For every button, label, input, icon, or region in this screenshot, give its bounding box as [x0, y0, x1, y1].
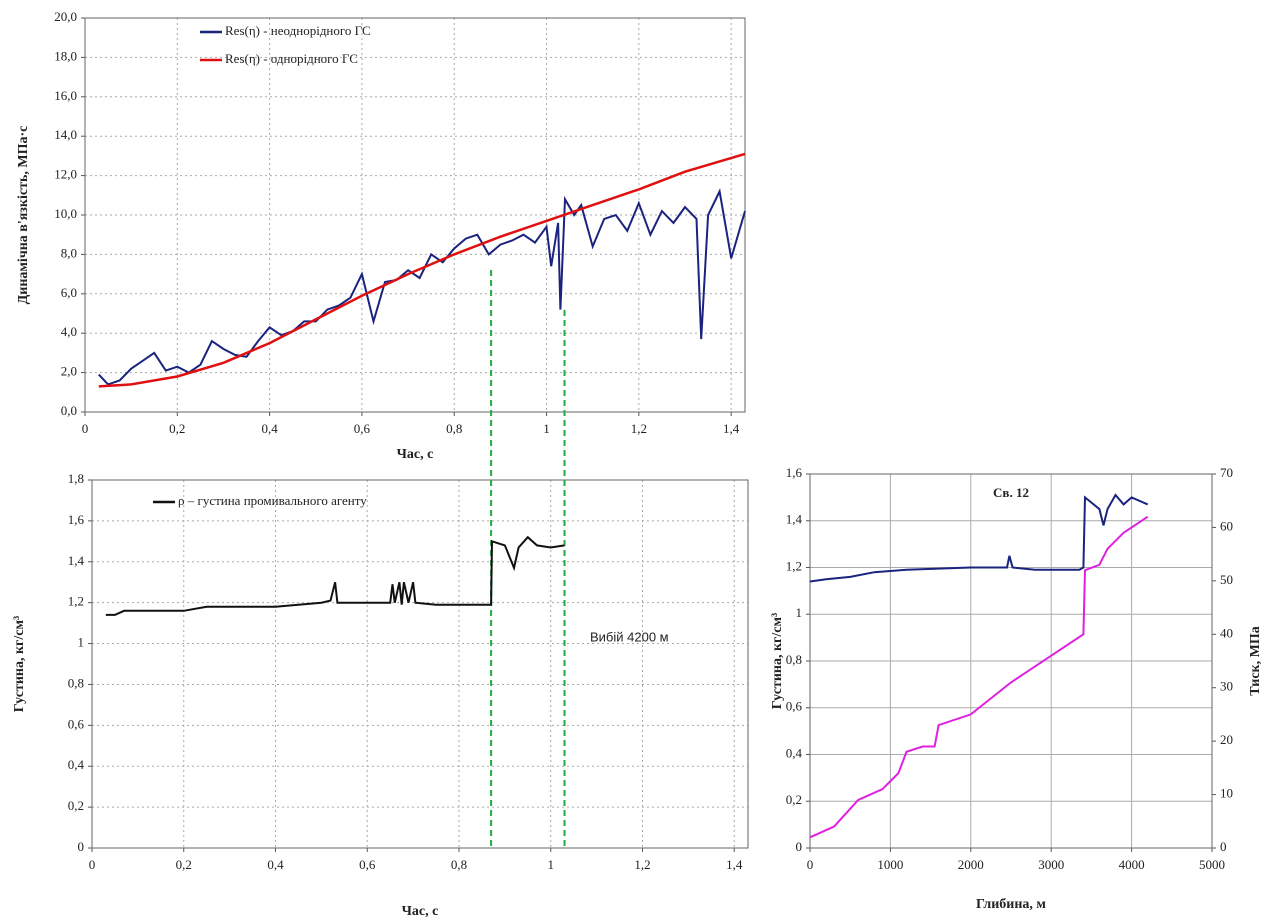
y-tick-label: 0,8 — [68, 675, 84, 690]
y-tick-label: 0,4 — [786, 745, 803, 760]
y-tick-label: 1 — [78, 635, 85, 650]
x-tick-label: 1,2 — [634, 857, 650, 872]
series-line — [98, 188, 746, 386]
y-tick-label: 1,8 — [68, 471, 84, 486]
y-tick-label: 0,6 — [786, 699, 803, 714]
series-line — [98, 152, 746, 388]
series-line — [809, 493, 1149, 583]
x-tick-label: 1,4 — [723, 421, 740, 436]
y-tick-label: 20,0 — [54, 9, 77, 24]
y-axis-title: Густина, кг/см³ — [770, 613, 785, 709]
y-tick-label: 1,4 — [786, 512, 803, 527]
x-axis-title: Час, с — [402, 904, 439, 919]
y-tick-label: 1,4 — [68, 553, 85, 568]
y-tick-label: 10,0 — [54, 206, 77, 221]
y-tick-label: 6,0 — [61, 285, 77, 300]
y-axis-title: Густина, кг/см³ — [12, 616, 27, 712]
y-tick-label: 0,2 — [786, 792, 802, 807]
x-tick-label: 0,6 — [359, 857, 376, 872]
x-axis-title: Глибина, м — [976, 897, 1046, 912]
y2-tick-label: 10 — [1220, 786, 1233, 801]
y-tick-label: 0,4 — [68, 757, 85, 772]
series-line — [105, 535, 565, 616]
x-tick-label: 5000 — [1199, 857, 1225, 872]
y-tick-label: 0,6 — [68, 716, 85, 731]
x-tick-label: 4000 — [1119, 857, 1145, 872]
y-tick-label: 1,2 — [786, 558, 802, 573]
x-tick-label: 2000 — [958, 857, 984, 872]
y-tick-label: 0,2 — [68, 798, 84, 813]
y2-tick-label: 70 — [1220, 465, 1233, 480]
y2-tick-label: 20 — [1220, 732, 1233, 747]
x-tick-label: 0,2 — [176, 857, 192, 872]
x-tick-label: 0,2 — [169, 421, 185, 436]
y-tick-label: 4,0 — [61, 324, 77, 339]
y2-tick-label: 0 — [1220, 839, 1227, 854]
legend-label: Res(η) - однорідного ГС — [225, 51, 358, 66]
y2-tick-label: 50 — [1220, 572, 1233, 587]
x-tick-label: 1 — [543, 421, 550, 436]
y-tick-label: 0,0 — [61, 403, 77, 418]
y2-axis-title: Тиск, МПа — [1248, 626, 1263, 695]
x-tick-label: 0 — [807, 857, 814, 872]
legend-label: ρ – густина промивального агенту — [178, 493, 367, 508]
y-tick-label: 18,0 — [54, 48, 77, 63]
x-tick-label: 0,8 — [446, 421, 462, 436]
x-tick-label: 0,6 — [354, 421, 371, 436]
y-tick-label: 2,0 — [61, 364, 77, 379]
x-tick-label: 0,8 — [451, 857, 467, 872]
y-tick-label: 16,0 — [54, 88, 77, 103]
y-tick-label: 0,8 — [786, 652, 802, 667]
x-tick-label: 0,4 — [261, 421, 278, 436]
y-tick-label: 1,6 — [68, 512, 85, 527]
x-tick-label: 1000 — [877, 857, 903, 872]
plot-frame — [84, 17, 746, 413]
y-tick-label: 1 — [796, 605, 803, 620]
x-tick-label: 0,4 — [267, 857, 284, 872]
y-tick-label: 1,6 — [786, 465, 803, 480]
x-tick-label: 1,4 — [726, 857, 743, 872]
x-tick-label: 0 — [89, 857, 96, 872]
y-tick-label: 8,0 — [61, 245, 77, 260]
y-tick-label: 12,0 — [54, 167, 77, 182]
y-tick-label: 0 — [796, 839, 803, 854]
y-tick-label: 14,0 — [54, 127, 77, 142]
y-tick-label: 0 — [78, 839, 85, 854]
y-tick-label: 1,2 — [68, 594, 84, 609]
y2-tick-label: 40 — [1220, 625, 1233, 640]
x-tick-label: 0 — [82, 421, 89, 436]
series-line — [809, 515, 1149, 839]
x-axis-title: Час, с — [397, 447, 434, 462]
x-tick-label: 1,2 — [631, 421, 647, 436]
legend-label: Res(η) - неоднорідного ГС — [225, 23, 371, 38]
y2-tick-label: 60 — [1220, 518, 1233, 533]
x-tick-label: 3000 — [1038, 857, 1064, 872]
x-tick-label: 1 — [547, 857, 554, 872]
y-axis-title: Динамічна в'язкість, МПа·с — [16, 126, 31, 305]
annotation: Вибій 4200 м — [590, 629, 669, 644]
plot-frame — [809, 473, 1213, 849]
y2-tick-label: 30 — [1220, 679, 1233, 694]
chart-title: Св. 12 — [993, 485, 1029, 500]
plot-frame — [91, 479, 749, 849]
